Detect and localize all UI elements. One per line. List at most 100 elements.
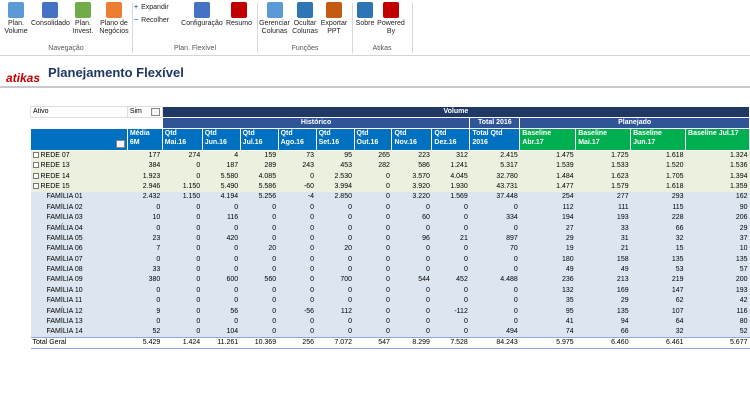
ribbon-button[interactable]: Resumo: [224, 2, 254, 28]
cell-text: 0: [156, 297, 161, 305]
cell-text: 380: [148, 276, 161, 284]
cell-text: 0: [156, 318, 161, 326]
cell: 0: [240, 223, 279, 234]
ribbon-button[interactable]: Ocultar Colunas: [291, 2, 319, 36]
cell: 0: [316, 264, 354, 276]
cell-text: 147: [671, 286, 684, 294]
cell: 0: [278, 233, 317, 245]
cell: 1.923: [127, 171, 163, 182]
column-header: Qtd Jun.16: [201, 128, 241, 151]
cell: 4.085: [240, 171, 279, 182]
cell-text: REDE 07: [40, 152, 70, 159]
cell-text: 1.618: [665, 152, 684, 159]
ribbon-button[interactable]: Plan. Volume: [1, 2, 31, 36]
cell: 5.580: [202, 171, 241, 182]
small-button[interactable]: + Expandir: [134, 4, 169, 11]
ribbon-button[interactable]: Powered By: [376, 2, 406, 36]
group-row[interactable]: REDE 07 177 274 4 159 73 95 265 223 312 2.415 1.475…: [30, 150, 750, 161]
cell-text: 0: [310, 276, 315, 284]
cell-text: 66: [620, 328, 629, 336]
cell: 0: [431, 296, 470, 307]
cell-text: 1.533: [611, 162, 629, 170]
ribbon-button[interactable]: Plan. Invest.: [70, 2, 96, 36]
cell-text: 35: [565, 297, 574, 305]
cell-text: 0: [386, 318, 390, 326]
cell: 2.415: [469, 150, 520, 161]
group-row[interactable]: REDE 14 1.923 0 5.580 4.085 0 2.530 0 3.570 4.045…: [30, 171, 750, 182]
cell-text: 0: [196, 276, 201, 284]
cell: 42: [685, 296, 750, 307]
cell-text: 0: [272, 214, 277, 222]
cell: 5.490: [202, 181, 241, 193]
cell-text: 0: [196, 234, 201, 242]
cell-text: 0: [425, 307, 430, 315]
cell-text: 116: [227, 214, 239, 222]
cell: 0: [202, 285, 241, 297]
cell-text: 1.725: [611, 152, 629, 159]
filter-value[interactable]: Sim: [126, 106, 163, 118]
cell: 0: [278, 327, 317, 338]
cell: 1.539: [519, 161, 576, 172]
cell-text: 95: [565, 307, 574, 315]
group-row[interactable]: REDE 15 2.946 1.150 5.490 5.586 -60 3.994 0 3.92…: [30, 181, 750, 193]
ribbon: Plan. Volume Consolidado Plan. Invest. Plan…: [0, 0, 750, 56]
cell-text: 0: [234, 297, 239, 305]
ribbon-button[interactable]: Plano de Negócios: [96, 2, 132, 36]
cell-text: 0: [386, 286, 390, 294]
cell: 111: [575, 202, 631, 213]
expand-toggle[interactable]: [32, 152, 39, 158]
expand-toggle[interactable]: [32, 172, 39, 179]
cell: 0: [162, 254, 203, 265]
cell: 0: [391, 223, 432, 234]
cell-text: 0: [196, 162, 201, 170]
cell: 104: [202, 327, 241, 338]
ribbon-button[interactable]: Exportar PPT: [318, 2, 350, 36]
button-icon: [297, 2, 313, 18]
cell: 1.618: [630, 150, 686, 161]
group-row[interactable]: REDE 13 384 0 187 289 243 453 282 586 1.241 5.317 1…: [30, 161, 750, 172]
expand-toggle[interactable]: [32, 182, 39, 189]
cell: 200: [685, 275, 750, 286]
cell-text: FAMÍLIA 01: [46, 193, 83, 201]
cell: 0: [202, 296, 241, 307]
cell-text: 0: [425, 286, 430, 294]
cell-text: 31: [620, 234, 629, 242]
cell-text: FAMÍLIA 02: [46, 203, 83, 211]
cell: 384: [127, 161, 163, 172]
cell: 3.220: [391, 192, 432, 203]
cell: 0: [240, 296, 279, 307]
cell: FAMÍLIA 10: [30, 285, 128, 297]
cell: 158: [575, 254, 631, 265]
cell-text: 0: [196, 214, 201, 222]
ribbon-button[interactable]: Sobre: [354, 2, 376, 28]
filter-icon[interactable]: [150, 108, 160, 116]
cell: 0: [278, 223, 317, 234]
cell-text: 32: [675, 328, 684, 336]
cell-text: 1.475: [556, 152, 574, 159]
group-separator: [257, 3, 258, 53]
ribbon-button[interactable]: Consolidado: [31, 2, 70, 28]
cell-text: 0: [386, 193, 390, 201]
button-icon: [266, 2, 283, 18]
column-header: Baseline Mai.17: [575, 128, 632, 151]
cell: 213: [575, 275, 631, 286]
ribbon-button[interactable]: Gerenciar Colunas: [258, 2, 291, 36]
cell-text: 277: [616, 193, 629, 201]
cell: 10: [685, 244, 750, 255]
small-button[interactable]: − Recolher: [134, 17, 169, 24]
cell: 2.850: [316, 192, 354, 203]
cell-text: 112: [340, 307, 352, 315]
cell-text: 0: [386, 276, 390, 284]
cell-text: 27: [565, 224, 574, 232]
cell-text: 4.045: [450, 172, 468, 180]
detail-row: FAMÍLIA 09 380 0 600 560 0 700 0 544 452 4.488 236 2…: [30, 275, 750, 286]
cell-text: 0: [463, 255, 468, 263]
button-label: Ocultar Colunas: [292, 20, 318, 35]
expand-toggle[interactable]: [32, 162, 39, 169]
group-separator: [352, 3, 353, 53]
dropdown-icon[interactable]: [115, 140, 125, 148]
cell: 0: [240, 306, 279, 317]
cell: 0: [278, 212, 317, 224]
ribbon-button[interactable]: Configuração: [180, 2, 224, 28]
cell-text: 0: [386, 182, 390, 190]
